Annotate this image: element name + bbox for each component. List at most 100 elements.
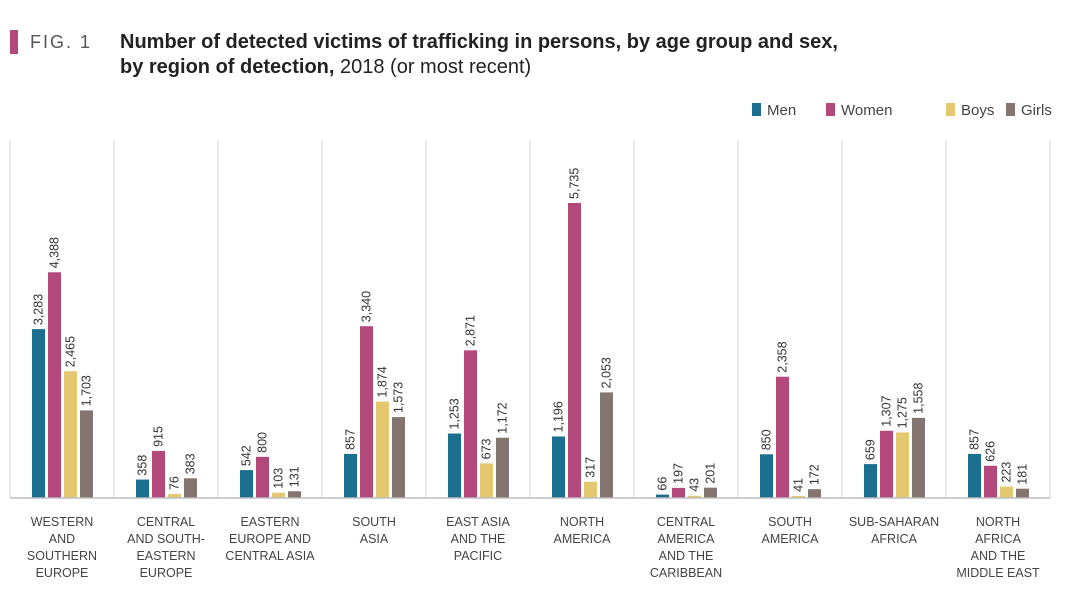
category-label: EASTERN EUROPE AND CENTRAL ASIA	[225, 515, 315, 563]
chart-title: Number of detected victims of traffickin…	[120, 30, 1020, 80]
category-label: SOUTH AMERICA	[762, 515, 820, 546]
category-label: NORTH AMERICA	[554, 515, 612, 546]
data-label-boys: 43	[688, 478, 702, 492]
data-label-women: 5,735	[568, 168, 582, 199]
bar-group-3: 857 3,340 1,874 1,573	[344, 291, 406, 498]
bar-boys	[584, 481, 597, 498]
category-label: EAST ASIA AND THE PACIFIC	[446, 515, 510, 563]
bar-girls	[288, 491, 301, 498]
data-label-boys: 223	[1000, 462, 1014, 483]
bar-girls	[184, 478, 197, 498]
bar-women	[152, 450, 165, 498]
data-label-women: 2,358	[776, 341, 790, 372]
bar-men	[136, 479, 149, 498]
data-label-women: 3,340	[360, 291, 374, 322]
bar-women	[776, 376, 789, 498]
category-label: WESTERN AND SOUTHERN EUROPE	[27, 515, 97, 580]
data-label-girls: 131	[288, 466, 302, 487]
data-label-men: 3,283	[32, 294, 46, 325]
data-label-men: 542	[240, 445, 254, 466]
legend-label-women: Women	[841, 102, 892, 119]
bar-women	[48, 272, 61, 498]
bar-group-5: 1,196 5,735 317 2,053	[552, 168, 614, 498]
bar-men	[656, 494, 669, 498]
data-label-men: 850	[760, 429, 774, 450]
legend-item-girls: Girls	[1006, 102, 1052, 119]
legend-swatch-women	[826, 103, 835, 116]
bar-men	[552, 436, 565, 498]
data-label-women: 4,388	[48, 237, 62, 268]
data-label-women: 1,307	[880, 395, 894, 426]
category-label: CENTRAL AND SOUTH-EASTERN EUROPE	[127, 515, 205, 580]
bar-women	[256, 456, 269, 498]
data-label-women: 915	[152, 426, 166, 447]
data-label-women: 626	[984, 441, 998, 462]
data-label-girls: 2,053	[600, 357, 614, 388]
category-label: NORTH AFRICA AND THE MIDDLE EAST	[956, 515, 1040, 580]
data-label-men: 857	[968, 429, 982, 450]
data-label-boys: 1,275	[896, 397, 910, 428]
bar-girls	[1016, 488, 1029, 498]
legend-swatch-boys	[946, 103, 955, 116]
category-label: SUB-SAHARAN AFRICA	[849, 515, 939, 546]
bar-girls	[912, 417, 925, 498]
bar-men	[968, 453, 981, 498]
bar-men	[864, 464, 877, 498]
data-label-women: 800	[256, 432, 270, 453]
category-label: CENTRAL AMERICA AND THE CARIBBEAN	[650, 515, 722, 580]
bar-boys	[896, 432, 909, 498]
data-label-boys: 317	[584, 457, 598, 478]
legend-item-boys: Boys	[946, 102, 994, 119]
bar-men	[760, 454, 773, 498]
data-label-girls: 1,573	[392, 382, 406, 413]
figure-marker	[10, 30, 18, 54]
bar-girls	[392, 417, 405, 498]
data-label-girls: 1,172	[496, 402, 510, 433]
bar-men	[448, 433, 461, 498]
data-label-boys: 1,874	[376, 366, 390, 397]
data-label-men: 857	[344, 429, 358, 450]
legend-swatch-girls	[1006, 103, 1015, 116]
category-label: SOUTH ASIA	[352, 515, 396, 546]
bar-boys	[272, 492, 285, 498]
bar-women	[672, 487, 685, 498]
bar-women	[984, 465, 997, 498]
data-label-men: 1,253	[448, 398, 462, 429]
bar-boys	[64, 371, 77, 498]
bar-men	[240, 470, 253, 498]
bar-girls	[80, 410, 93, 498]
legend-label-men: Men	[767, 102, 796, 119]
bar-group-7: 850 2,358 41 172	[760, 341, 822, 498]
title-line-2-bold: by region of detection,	[120, 56, 335, 78]
legend-label-girls: Girls	[1021, 102, 1052, 119]
bar-girls	[704, 487, 717, 498]
bar-men	[344, 453, 357, 498]
bar-girls	[600, 392, 613, 498]
bar-boys	[792, 495, 805, 498]
bar-women	[464, 350, 477, 498]
bar-boys	[376, 401, 389, 498]
legend-swatch-men	[752, 103, 761, 116]
data-label-girls: 1,703	[80, 375, 94, 406]
bar-women	[880, 430, 893, 498]
bar-boys	[1000, 486, 1013, 498]
data-label-girls: 181	[1016, 464, 1030, 485]
figure-label: FIG. 1	[10, 30, 92, 54]
data-label-boys: 103	[272, 468, 286, 489]
legend-item-women: Women	[826, 102, 892, 119]
data-label-women: 197	[672, 463, 686, 484]
title-line-2-rest: 2018 (or most recent)	[334, 56, 532, 78]
data-label-boys: 2,465	[64, 336, 78, 367]
legend-label-boys: Boys	[961, 102, 994, 119]
bar-women	[568, 203, 581, 498]
bar-boys	[480, 463, 493, 498]
bar-girls	[496, 437, 509, 498]
bar-boys	[168, 494, 181, 498]
title-line-1: Number of detected victims of traffickin…	[120, 31, 838, 53]
